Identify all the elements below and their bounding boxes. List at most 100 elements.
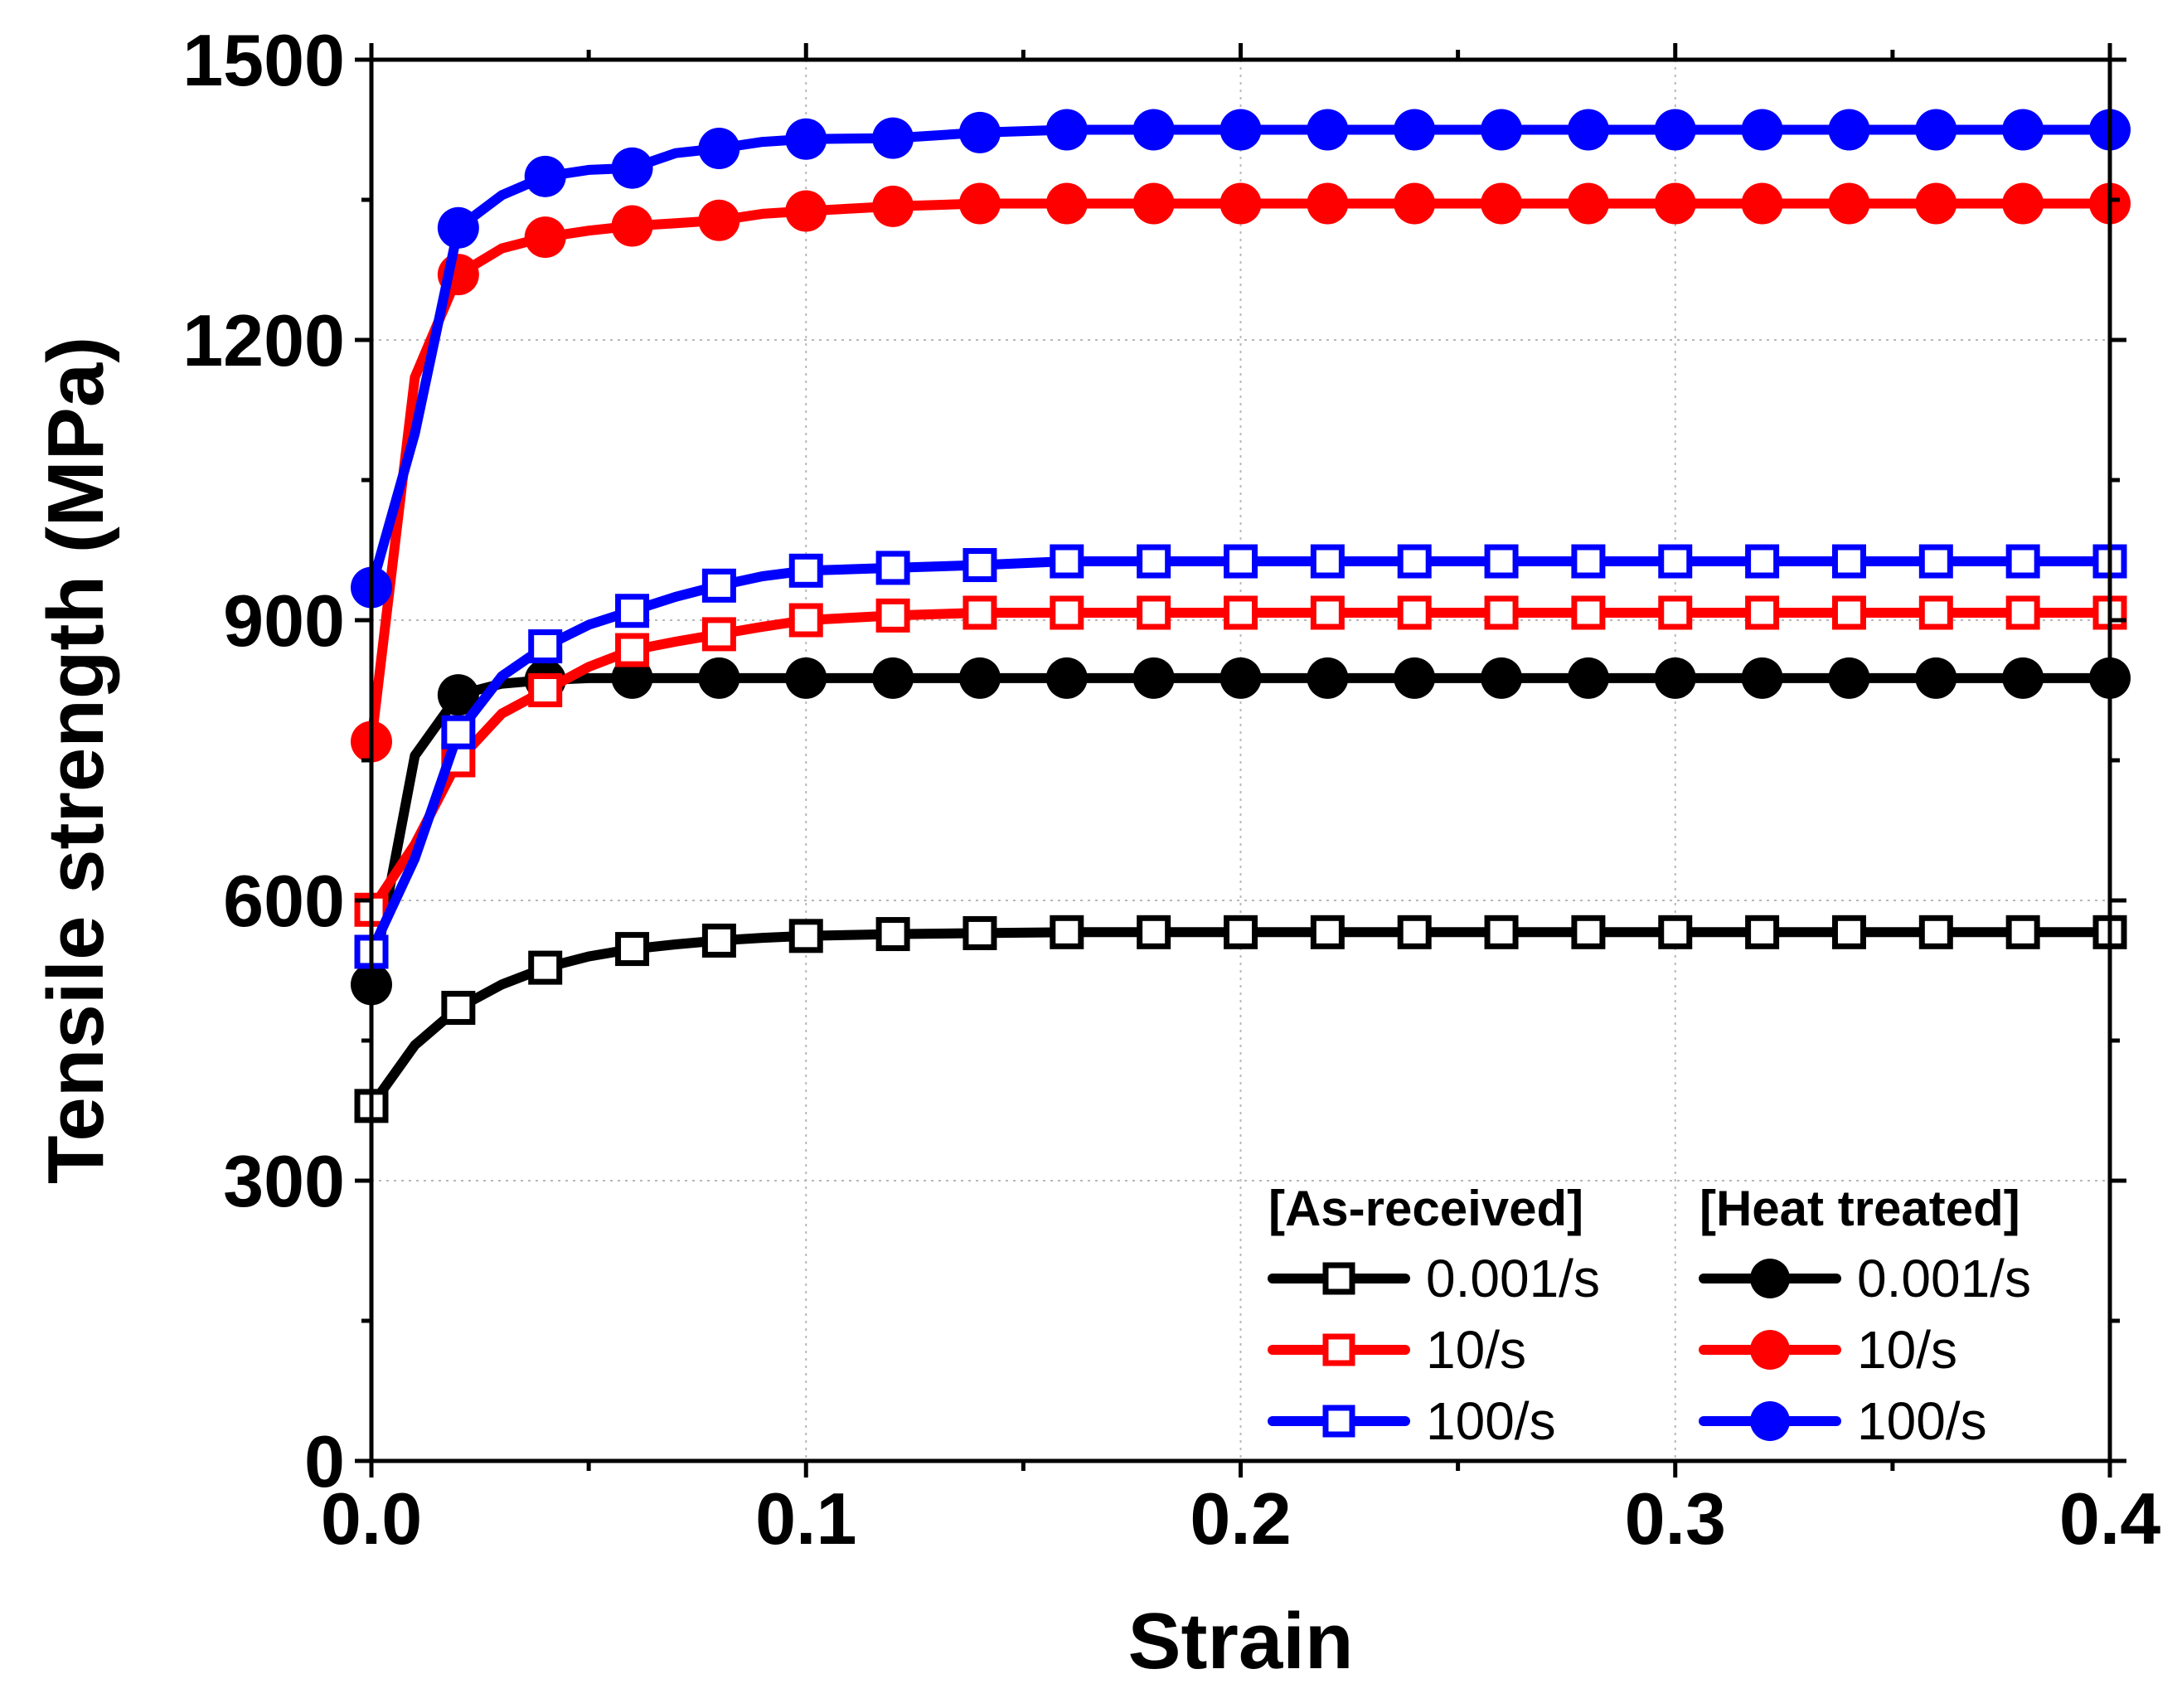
data-point-circle [611,205,653,247]
data-point-circle [1741,182,1783,225]
data-point-circle [1915,109,1957,151]
data-point-square [701,923,736,958]
data-point-square [1745,595,1780,630]
data-point-circle [1828,657,1870,699]
legend-label: 10/s [1426,1320,1526,1380]
data-point-square [875,551,910,585]
legend-label: 0.001/s [1426,1249,1600,1308]
data-point-circle [1654,657,1696,699]
data-point-square [1310,915,1345,949]
data-point-square [441,715,476,750]
x-tick-label: 0.4 [2059,1478,2160,1560]
data-point-square [2005,595,2040,630]
data-point-circle [1481,657,1523,699]
legend-item: 100/s [1699,1391,1987,1451]
series-ar-10 [354,595,2127,927]
data-point-square [1050,544,1084,579]
data-point-square [528,673,563,707]
tick-label-layer: 0.0 0.1 0.2 0.3 0.4 0 300 600 900 1200 1500 [182,19,2160,1560]
data-point-circle [1045,657,1088,699]
data-point-square [615,633,650,667]
data-point-square [1571,915,1606,949]
data-point-circle [1567,109,1609,151]
data-point-circle [1307,109,1349,151]
legend-marker-square [1322,1333,1355,1366]
data-point-square [615,932,650,967]
data-point-square [1137,595,1171,630]
data-point-square [2005,915,2040,949]
x-tick-label: 0.2 [1190,1478,1291,1560]
data-point-circle [1045,109,1088,151]
legend-marker-square [1322,1262,1355,1295]
data-point-circle [611,657,653,699]
data-point-circle [1741,109,1783,151]
data-point-circle [958,657,1001,699]
data-point-square [1484,595,1519,630]
y-tick-label: 0 [304,1420,345,1502]
data-point-circle [1132,657,1175,699]
legend: [As-received] 0.001/s 10/s 100/s [Heat treat… [1268,1181,2031,1451]
legend-marker-circle [1750,1330,1790,1370]
data-point-circle [437,674,479,716]
data-point-square [1484,915,1519,949]
data-point-square [1224,915,1258,949]
data-point-square [788,553,823,588]
data-point-square [788,603,823,638]
legend-item: 0.001/s [1699,1249,2031,1308]
data-point-square [1658,915,1693,949]
series-ar-0.001 [354,915,2127,1123]
legend-heading: [As-received] [1268,1181,1583,1236]
data-point-square [528,950,563,985]
data-point-circle [1741,657,1783,699]
data-point-circle [1307,657,1349,699]
data-point-circle [872,657,914,699]
data-point-square [1571,544,1606,579]
data-point-square [441,991,476,1026]
data-point-circle [1915,657,1957,699]
data-point-circle [785,657,827,699]
data-point-circle [611,147,653,189]
data-point-circle [1828,182,1870,225]
data-point-square [1918,595,1953,630]
data-point-square [963,548,997,583]
data-point-square [1224,544,1258,579]
x-tick-label: 0.1 [755,1478,856,1560]
x-axis-title: Strain [1127,1597,1353,1686]
data-point-square [1137,544,1171,579]
data-point-circle [1654,109,1696,151]
data-point-circle [1132,182,1175,225]
series-ht-100 [351,109,2131,609]
data-point-circle [2002,109,2044,151]
data-point-square [1831,595,1866,630]
legend-marker-circle [1750,1401,1790,1441]
data-point-circle [785,118,827,160]
data-point-square [1397,544,1432,579]
data-point-square [701,568,736,603]
data-point-square [1050,915,1084,949]
data-point-square [1571,595,1606,630]
x-tick-label: 0.0 [321,1478,422,1560]
y-tick-label: 1200 [182,299,345,381]
data-point-circle [1219,657,1262,699]
data-point-square [1397,595,1432,630]
data-point-circle [698,657,740,699]
data-point-circle [1132,109,1175,151]
data-point-circle [1567,657,1609,699]
data-point-square [1745,915,1780,949]
data-point-circle [437,206,479,249]
data-point-circle [2002,657,2044,699]
legend-item: 0.001/s [1268,1249,1600,1308]
data-point-square [701,617,736,652]
x-tick-label: 0.3 [1625,1478,1726,1560]
y-tick-label: 300 [223,1140,345,1222]
data-point-square [1658,595,1693,630]
data-point-square [1831,915,1866,949]
data-point-square [1310,595,1345,630]
legend-item: 10/s [1699,1320,1957,1380]
data-point-circle [1307,182,1349,225]
data-point-square [615,594,650,628]
data-point-circle [1654,182,1696,225]
data-point-square [528,629,563,664]
data-point-circle [2002,182,2044,225]
